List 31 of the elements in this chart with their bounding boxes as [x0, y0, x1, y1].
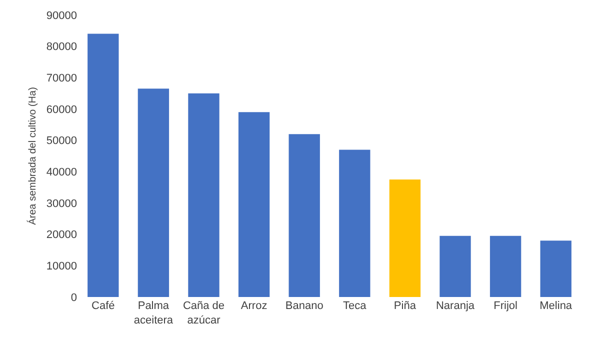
x-tick-label: Naranja — [436, 300, 476, 312]
y-tick-label: 90000 — [46, 10, 77, 22]
y-tick-label: 40000 — [46, 166, 77, 179]
bar — [540, 240, 572, 297]
y-tick-label: 30000 — [46, 198, 77, 210]
x-tick-label: Melina — [540, 300, 573, 312]
x-tick-label: Caña de azúcar — [182, 300, 225, 326]
bar — [238, 112, 270, 297]
x-tick-label: Palma aceitera — [134, 300, 174, 326]
x-tick-label: Café — [92, 300, 115, 312]
y-tick-label: 70000 — [46, 72, 77, 85]
y-tick-label: 80000 — [46, 41, 77, 54]
y-axis-title: Área sembrada del cultivo (Ha) — [26, 87, 38, 225]
y-tick-label: 10000 — [46, 260, 77, 273]
y-tick-label: 20000 — [46, 229, 77, 242]
bar — [88, 34, 119, 297]
x-tick-label: Teca — [343, 300, 368, 312]
bar — [188, 93, 220, 297]
y-tick-label: 50000 — [46, 135, 77, 148]
x-tick-label: Frijol — [494, 300, 518, 312]
y-tick-label: 60000 — [46, 104, 77, 116]
bar — [490, 236, 522, 297]
bar — [138, 88, 170, 297]
x-tick-label: Piña — [394, 300, 417, 312]
bar — [339, 150, 370, 297]
bar — [288, 134, 320, 297]
bar — [440, 236, 471, 297]
y-tick-label: 0 — [70, 292, 77, 304]
bar — [389, 180, 421, 297]
x-tick-label: Banano — [285, 300, 324, 312]
x-tick-label: Arroz — [240, 300, 268, 312]
